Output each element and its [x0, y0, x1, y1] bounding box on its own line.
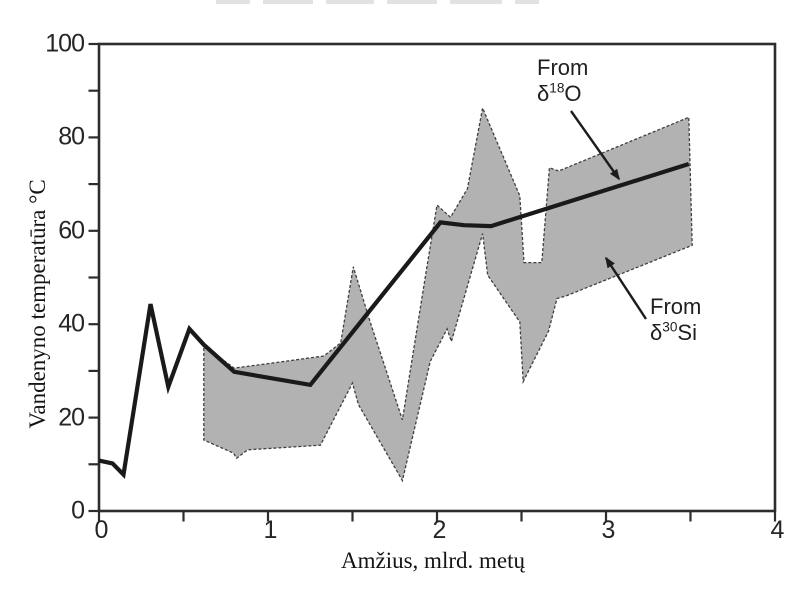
y-axis-title: Vandenyno temperatūra °C [25, 179, 50, 429]
axes [88, 42, 777, 522]
x-tick-label: 0 [94, 516, 109, 544]
annotation-from-d18o-formula: δ18O [537, 80, 582, 106]
x-tick-label: 2 [432, 516, 447, 544]
y-tick-label: 20 [58, 403, 85, 432]
annotation-arrows [570, 110, 648, 320]
x-axis-title: Amžius, mlrd. metų [341, 548, 525, 573]
temperature-line [98, 161, 690, 480]
y-tick-label: 100 [45, 29, 85, 58]
x-tick-label: 3 [601, 516, 616, 544]
annotation-from-d30si-word: From [650, 294, 702, 319]
y-tick-label: 0 [71, 496, 85, 525]
clipped-caption-artifact [216, 0, 539, 5]
y-tick-label: 40 [58, 309, 85, 338]
band-from-d30si [203, 105, 693, 483]
annotation-from-d18o: From δ18O [537, 55, 588, 107]
arrow-to-d30si-band [604, 256, 648, 320]
x-tick-label: 4 [770, 516, 785, 544]
uncertainty-band [203, 105, 693, 483]
arrow-to-d18o-line [570, 110, 620, 181]
annotation-from-d30si: From δ30Si [650, 294, 701, 346]
annotation-from-d18o-word: From [537, 55, 589, 80]
x-tick-label: 1 [263, 516, 278, 544]
annotation-from-d30si-formula: δ30Si [650, 319, 697, 345]
y-tick-label: 60 [58, 216, 85, 245]
y-tick-label: 80 [58, 122, 85, 151]
line-from-d18o [98, 161, 690, 480]
